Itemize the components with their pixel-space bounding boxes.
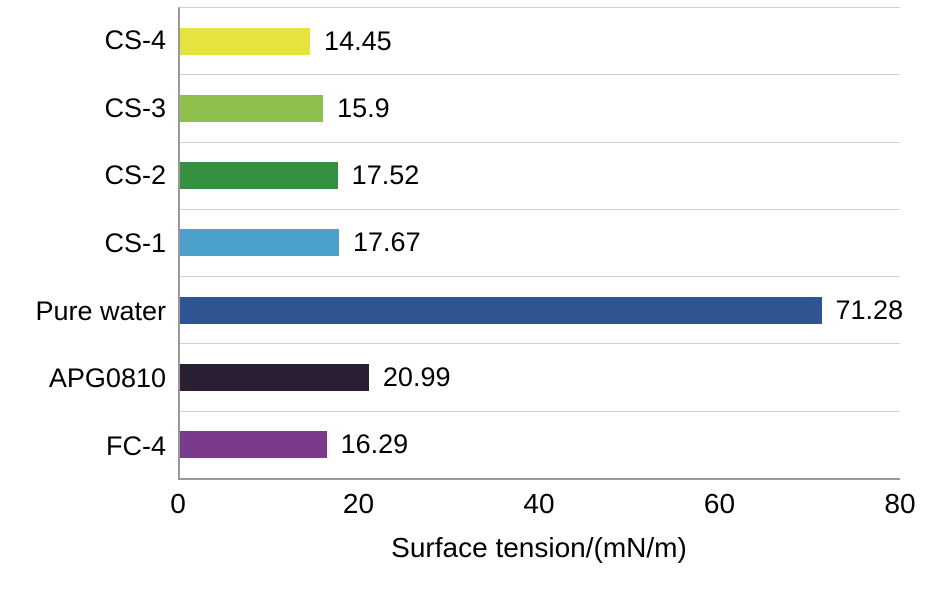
category-label-apg0810: APG0810 bbox=[48, 363, 166, 394]
bar-row: 71.28 bbox=[180, 277, 903, 345]
category-label-cs-3: CS-3 bbox=[104, 92, 166, 123]
x-tick-60: 60 bbox=[703, 488, 736, 519]
bar-apg0810 bbox=[180, 364, 369, 392]
bar-row: 15.9 bbox=[180, 75, 900, 143]
value-label: 14.45 bbox=[324, 25, 392, 56]
category-label-fc-4: FC-4 bbox=[106, 430, 166, 461]
bar-cs-3 bbox=[180, 94, 324, 122]
x-tick-80: 80 bbox=[884, 488, 916, 519]
bar-row: 20.99 bbox=[180, 344, 900, 412]
x-tick-0: 0 bbox=[170, 488, 186, 519]
bar-row: 14.45 bbox=[180, 8, 900, 76]
bar-row: 17.52 bbox=[180, 143, 900, 210]
value-label: 17.67 bbox=[353, 227, 421, 258]
bar-row: 17.67 bbox=[180, 210, 900, 278]
value-label: 17.52 bbox=[351, 160, 420, 191]
bar-row: 16.29 bbox=[180, 412, 900, 478]
value-label: 20.99 bbox=[382, 362, 451, 393]
bar-cs-1 bbox=[180, 229, 340, 257]
category-label-cs-1: CS-1 bbox=[104, 228, 166, 259]
plot-area: 14.45 15.9 17.52 17.67 71.28 20.99 16.29 bbox=[178, 7, 903, 480]
category-label-pure-water: Pure water bbox=[35, 295, 166, 326]
bar-fc-4 bbox=[180, 431, 327, 459]
x-axis: 0 20 40 60 80 bbox=[170, 480, 915, 530]
x-axis-title: Surface tension/(mN/m) bbox=[391, 532, 687, 563]
bar-cs-2 bbox=[180, 162, 338, 190]
x-tick-40: 40 bbox=[523, 488, 555, 519]
bar-pure-water bbox=[180, 296, 822, 324]
value-label: 71.28 bbox=[835, 294, 904, 325]
chart-body: CS-4 CS-3 CS-2 CS-1 Pure water APG0810 FC-4 14… bbox=[0, 7, 944, 480]
x-tick-20: 20 bbox=[342, 488, 375, 519]
category-label-cs-2: CS-2 bbox=[104, 160, 166, 191]
category-label-cs-4: CS-4 bbox=[104, 25, 166, 56]
category-labels: CS-4 CS-3 CS-2 CS-1 Pure water APG0810 FC-4 bbox=[0, 7, 178, 480]
bar-cs-4 bbox=[180, 27, 311, 55]
value-label: 15.9 bbox=[337, 92, 390, 123]
value-label: 16.29 bbox=[340, 429, 409, 460]
